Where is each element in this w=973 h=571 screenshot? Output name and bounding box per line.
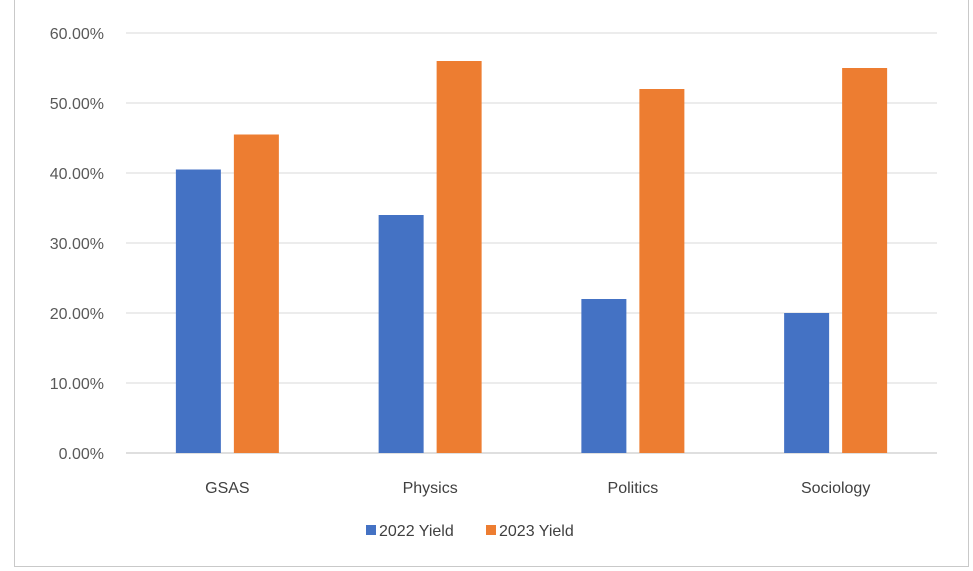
bar-sociology-2023-yield: [842, 68, 888, 453]
y-tick-label: 10.00%: [50, 376, 104, 393]
y-tick-label: 30.00%: [50, 236, 104, 253]
y-tick-label: 50.00%: [50, 96, 104, 113]
legend-label: 2023 Yield: [499, 523, 574, 540]
x-category-label: Physics: [403, 480, 458, 497]
bar-gsas-2023-yield: [233, 134, 279, 453]
y-tick-label: 40.00%: [50, 166, 104, 183]
x-category-label: GSAS: [205, 480, 249, 497]
bars: [175, 61, 888, 453]
bar-sociology-2022-yield: [784, 313, 830, 453]
chart-frame: [14, 0, 969, 567]
bar-physics-2023-yield: [436, 61, 482, 453]
bar-physics-2022-yield: [378, 215, 424, 453]
legend-label: 2022 Yield: [379, 523, 454, 540]
bar-gsas-2022-yield: [175, 169, 221, 453]
y-axis-ticks: 0.00% 10.00% 20.00% 30.00% 40.00% 50.00% 60.00…: [50, 26, 104, 463]
x-category-label: Politics: [608, 480, 659, 497]
x-category-label: Sociology: [801, 480, 870, 497]
bar-politics-2023-yield: [639, 89, 685, 453]
y-tick-label: 0.00%: [59, 446, 104, 463]
legend-swatch: [366, 525, 376, 535]
legend-swatch: [486, 525, 496, 535]
legend: 2022 Yield 2023 Yield: [366, 523, 574, 540]
x-axis-categories: GSAS Physics Politics Sociology: [205, 480, 870, 497]
y-tick-label: 60.00%: [50, 26, 104, 43]
y-tick-label: 20.00%: [50, 306, 104, 323]
bar-politics-2022-yield: [581, 299, 627, 453]
